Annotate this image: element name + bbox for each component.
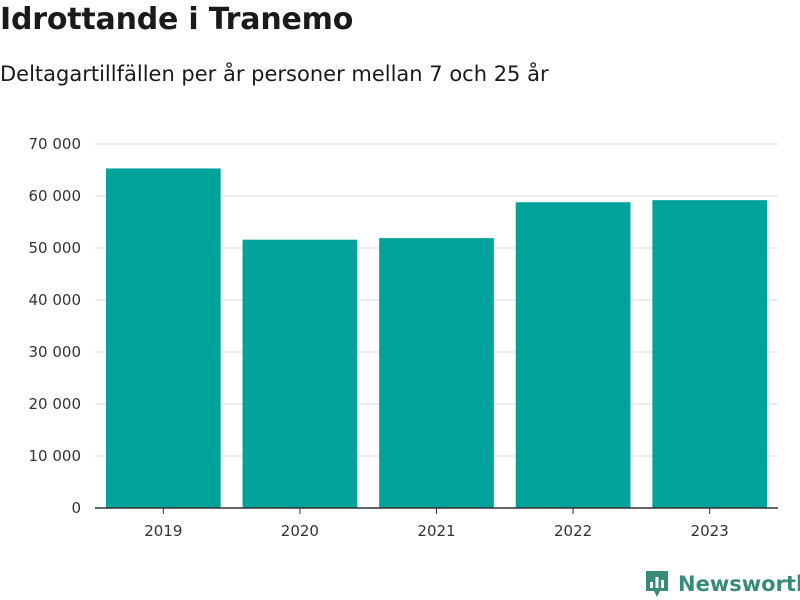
bar-2023 (652, 200, 768, 508)
x-tick-label: 2023 (691, 522, 729, 540)
x-tick-label: 2021 (417, 522, 455, 540)
bar-2021 (379, 238, 494, 508)
bar-2022 (515, 202, 631, 509)
x-tick-label: 2020 (281, 522, 319, 540)
brand-logo: Newsworthy (644, 568, 800, 600)
y-tick-label: 30 000 (29, 343, 82, 361)
y-tick-label: 20 000 (29, 395, 82, 413)
bar-chart: 0 10 000 20 000 30 000 40 000 50 000 60 000 70 … (29, 135, 778, 540)
chart-title: Idrottande i Tranemo (0, 2, 354, 37)
y-tick-label: 60 000 (29, 187, 82, 205)
x-tick-label: 2022 (554, 522, 592, 540)
x-tick-label: 2019 (144, 522, 182, 540)
y-tick-label: 70 000 (29, 135, 82, 153)
chart-subtitle: Deltagartillfällen per år personer mella… (0, 62, 549, 86)
y-tick-label: 40 000 (29, 291, 82, 309)
y-tick-label: 50 000 (29, 239, 82, 257)
bar-2019 (105, 168, 221, 508)
brand-name: Newsworthy (678, 572, 800, 596)
y-tick-label: 0 (71, 499, 81, 517)
bar-2020 (242, 239, 358, 508)
newsworthy-logo-icon (646, 571, 668, 597)
y-tick-label: 10 000 (29, 447, 82, 465)
